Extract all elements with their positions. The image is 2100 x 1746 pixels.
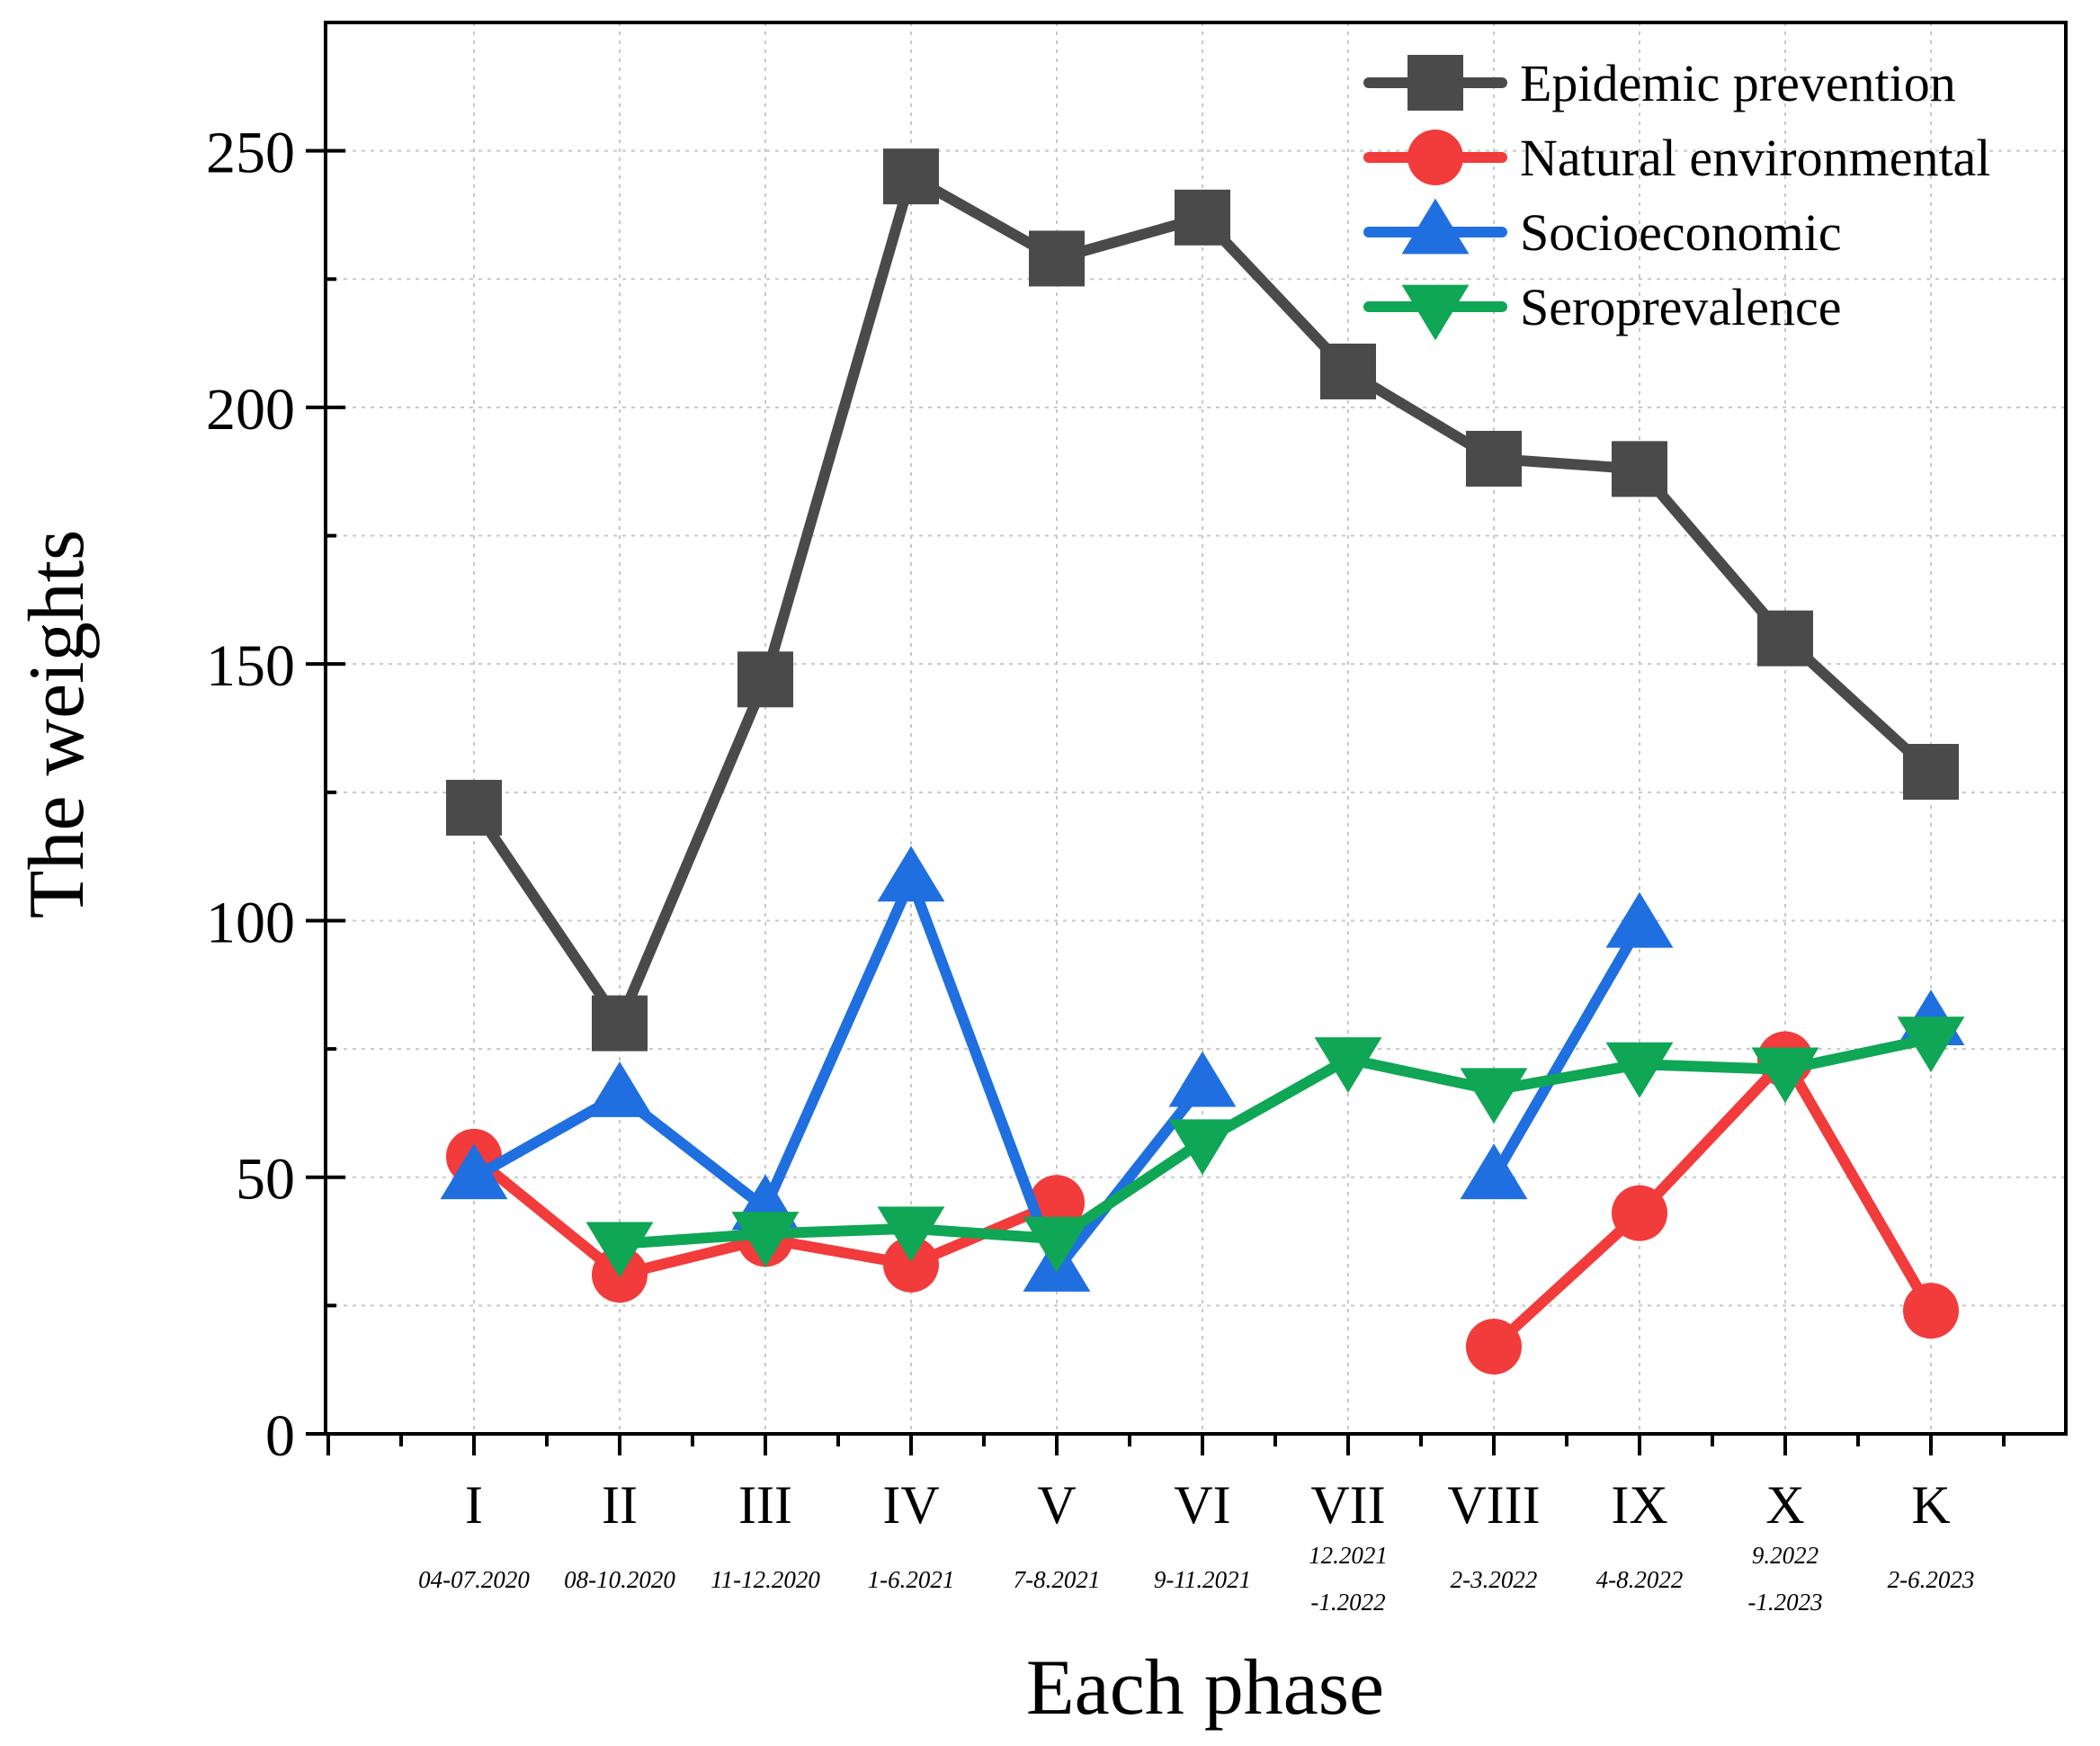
x-period-label: 9-11.2021	[1154, 1566, 1251, 1593]
data-point	[1029, 1175, 1085, 1231]
data-point	[1466, 430, 1522, 487]
x-tick-label: III	[738, 1475, 792, 1535]
series-line	[1488, 1053, 1936, 1353]
y-tick-label: 0	[265, 1403, 295, 1469]
x-period-label: 11-12.2020	[710, 1566, 820, 1593]
x-period-label: 4-8.2022	[1596, 1566, 1684, 1593]
data-point	[1023, 1216, 1091, 1273]
data-point	[446, 779, 502, 836]
x-period-label: 08-10.2020	[564, 1566, 675, 1593]
data-point	[1903, 743, 1959, 800]
data-point	[1605, 891, 1674, 948]
x-period-label: 9.2022	[1752, 1542, 1819, 1569]
series-line	[614, 1033, 1936, 1249]
data-point	[1320, 343, 1376, 399]
data-point	[877, 1206, 945, 1263]
x-period-label: 12.2021	[1309, 1542, 1388, 1569]
x-period-label: 7-8.2021	[1014, 1566, 1101, 1593]
data-point	[592, 995, 648, 1052]
data-point	[440, 1143, 508, 1200]
data-point	[1168, 1051, 1237, 1107]
x-tick-label: K	[1911, 1475, 1950, 1535]
y-axis-label: The weights	[13, 530, 101, 919]
legend-item: Epidemic prevention	[1363, 54, 1956, 112]
x-period-label: -1.2022	[1310, 1589, 1385, 1616]
series-line	[1488, 920, 1645, 1183]
x-tick-label: V	[1037, 1475, 1076, 1535]
y-tick-label: 150	[206, 633, 295, 699]
x-axis-label: Each phase	[1026, 1644, 1384, 1732]
x-tick-label: I	[465, 1475, 483, 1535]
data-point	[877, 846, 945, 902]
data-point	[883, 1236, 939, 1293]
x-period-label: 2-3.2022	[1451, 1566, 1538, 1593]
data-point	[1612, 441, 1667, 497]
x-tick-label: VII	[1310, 1475, 1385, 1535]
data-point	[1757, 610, 1813, 667]
x-tick-label: IX	[1611, 1475, 1667, 1535]
y-tick-label: 50	[236, 1147, 295, 1213]
data-point	[1751, 1047, 1819, 1104]
x-period-label: 1-6.2021	[868, 1566, 955, 1593]
data-point	[1605, 1042, 1674, 1098]
x-tick-label: X	[1765, 1475, 1804, 1535]
legend-marker	[1407, 130, 1463, 185]
y-tick-label: 250	[206, 121, 295, 186]
data-point	[1314, 1037, 1382, 1093]
legend: Epidemic prevention Natural environmental…	[1363, 54, 1990, 341]
x-tick-label: IV	[882, 1475, 939, 1535]
x-tick-label: VIII	[1447, 1475, 1540, 1535]
series-seroprevalence	[585, 1016, 1965, 1278]
data-point	[1029, 230, 1085, 287]
data-point	[1466, 1319, 1522, 1375]
legend-label: Seroprevalence	[1520, 278, 1841, 336]
legend-marker	[1407, 55, 1463, 111]
data-point	[1460, 1068, 1528, 1124]
data-point	[1460, 1143, 1528, 1200]
x-tick-label: VI	[1174, 1475, 1230, 1535]
data-point	[1168, 1119, 1237, 1176]
legend-label: Epidemic prevention	[1520, 54, 1956, 112]
legend-item: Natural environmental	[1363, 129, 1990, 187]
x-period-label: 2-6.2023	[1888, 1566, 1975, 1593]
legend-item: Seroprevalence	[1363, 278, 1841, 341]
series-epidemic-prevention	[446, 148, 1959, 1052]
data-point	[883, 148, 939, 205]
legend-marker	[1401, 198, 1470, 255]
legend-marker	[1401, 284, 1470, 341]
series-layer	[440, 148, 1965, 1375]
data-point	[585, 1222, 654, 1278]
data-point	[1175, 189, 1230, 246]
axes: 0 50 100 150 200 250 I 04-07.2020 II 08-10.2020 II…	[206, 121, 2006, 1616]
legend-label: Natural environmental	[1520, 129, 1990, 187]
data-point	[1897, 1016, 1965, 1073]
data-point	[1903, 1283, 1959, 1339]
x-period-label: 04-07.2020	[418, 1566, 530, 1593]
x-tick-label: II	[602, 1475, 638, 1535]
x-period-label: -1.2023	[1747, 1589, 1822, 1616]
data-point	[737, 651, 793, 708]
plot-frame	[324, 21, 2068, 1436]
y-tick-label: 200	[206, 377, 295, 443]
grid-lines	[326, 22, 2066, 1434]
legend-item: Socioeconomic	[1363, 198, 1842, 262]
y-tick-label: 100	[206, 890, 295, 955]
data-point	[1612, 1185, 1667, 1241]
data-point	[585, 1061, 654, 1117]
data-point	[731, 1212, 800, 1267]
legend-label: Socioeconomic	[1520, 203, 1842, 262]
